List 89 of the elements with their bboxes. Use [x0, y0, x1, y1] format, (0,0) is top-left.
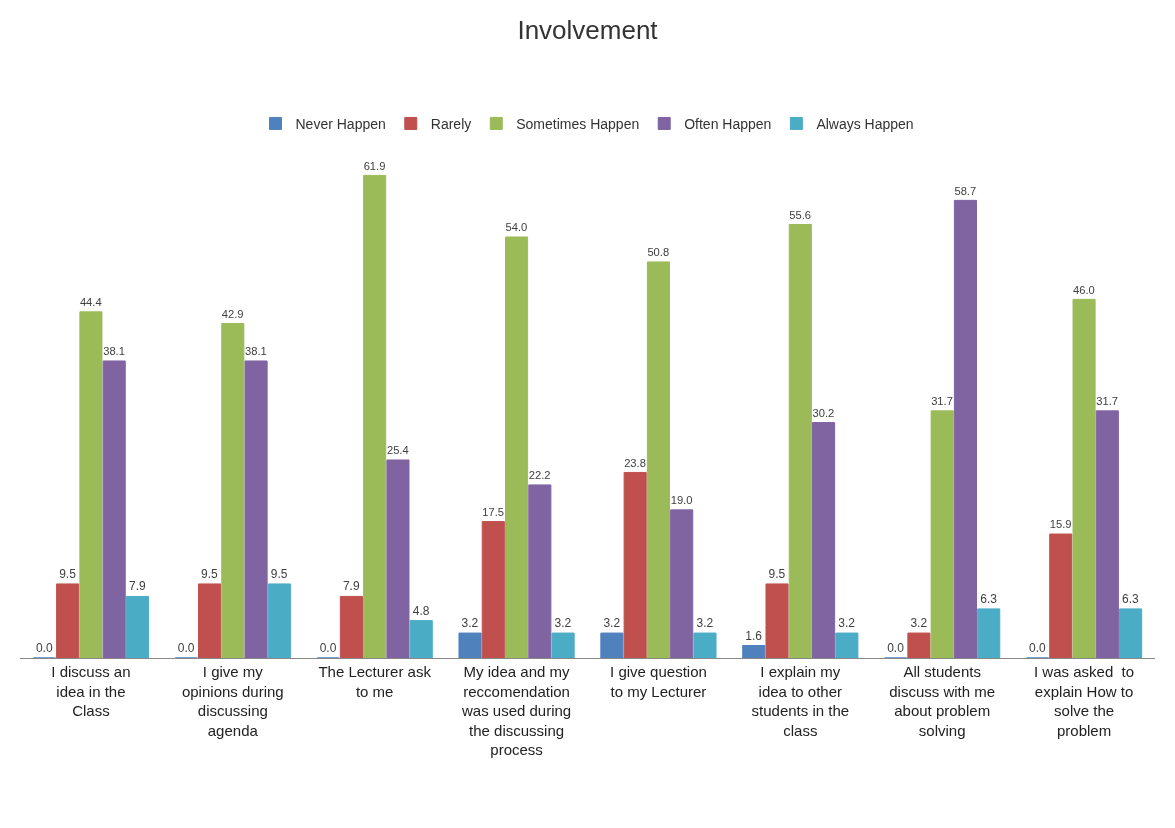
bar	[79, 311, 103, 658]
data-label: 42.9	[221, 307, 244, 320]
bar	[623, 471, 647, 658]
legend-label: Never Happen	[295, 115, 386, 132]
x-tick-label: I discuss an idea in the Class	[51, 663, 131, 719]
bar	[812, 422, 836, 658]
data-label: 50.8	[647, 246, 670, 259]
data-label: 15.9	[1049, 518, 1072, 531]
bar	[125, 595, 150, 658]
data-label: 3.2	[603, 616, 621, 631]
bar	[458, 632, 482, 658]
data-label: 54.0	[505, 221, 528, 234]
data-label: 3.2	[554, 616, 572, 631]
data-label: 61.9	[363, 159, 386, 172]
data-label: 0.0	[35, 641, 53, 655]
bar	[363, 174, 387, 658]
x-tick-label: All students discuss with me about problem solving	[889, 663, 996, 739]
bar	[1095, 410, 1119, 658]
bar	[197, 583, 222, 658]
data-label: 1.6	[745, 628, 763, 643]
data-label: 31.7	[1096, 395, 1119, 408]
bar	[930, 410, 954, 658]
bar	[409, 620, 433, 658]
legend-label: Often Happen	[684, 115, 772, 132]
data-label: 6.3	[980, 591, 998, 606]
x-tick-label: I give question to my Lecturer	[610, 663, 707, 700]
legend-label: Rarely	[430, 115, 472, 132]
data-label: 4.8	[412, 603, 430, 618]
data-label: 46.0	[1073, 283, 1095, 296]
bar	[835, 632, 859, 658]
data-label: 3.2	[838, 616, 856, 631]
data-label: 38.1	[103, 345, 125, 358]
data-label: 3.2	[461, 616, 479, 631]
bar	[788, 224, 812, 658]
bar	[646, 261, 670, 658]
data-label: 58.7	[954, 184, 977, 197]
data-label: 6.3	[1122, 591, 1140, 606]
data-label: 17.5	[482, 505, 505, 518]
bar	[977, 608, 1001, 658]
bar	[386, 459, 410, 658]
data-label: 19.0	[670, 494, 693, 507]
x-tick-label: I give my opinions during discussing agenda	[181, 663, 284, 739]
data-label: 55.6	[789, 208, 812, 221]
data-label: 0.0	[887, 641, 905, 655]
bar	[244, 360, 268, 658]
bar	[1049, 533, 1073, 658]
bar	[102, 360, 126, 658]
data-label: 7.9	[342, 579, 360, 594]
data-label: 44.4	[79, 296, 102, 309]
data-label: 31.7	[931, 395, 953, 408]
data-label: 7.9	[128, 579, 146, 594]
x-tick-label: The Lecturer ask to me	[318, 663, 432, 700]
data-label: 9.5	[270, 566, 288, 581]
bar	[907, 632, 931, 658]
bar	[528, 484, 552, 658]
bar	[765, 583, 789, 658]
legend-label: Sometimes Happen	[516, 115, 640, 132]
bar	[481, 521, 505, 658]
bar	[742, 645, 766, 658]
chart-title: Involvement	[517, 14, 659, 45]
data-label: 0.0	[319, 641, 337, 655]
bar	[339, 595, 363, 658]
bar	[56, 583, 80, 658]
x-tick-label: My idea and my reccomendation was used during the discussing process	[460, 663, 572, 758]
bar	[600, 632, 624, 658]
bar	[551, 632, 575, 658]
data-label: 22.2	[528, 469, 551, 482]
bar	[693, 632, 717, 658]
data-label: 23.8	[624, 456, 646, 469]
data-label: 30.2	[812, 406, 835, 419]
bar	[221, 323, 245, 658]
legend-label: Always Happen	[816, 115, 914, 132]
data-label: 3.2	[696, 616, 714, 631]
bar	[267, 583, 291, 658]
data-label: 9.5	[59, 566, 77, 581]
data-label: 9.5	[201, 566, 219, 581]
bar	[1119, 608, 1143, 658]
bar	[505, 236, 529, 658]
data-label: 0.0	[1029, 641, 1047, 655]
bar	[1072, 298, 1096, 658]
bar	[953, 199, 978, 658]
bar	[670, 509, 694, 658]
x-tick-label: I was asked to explain How to solve the problem	[1034, 663, 1135, 739]
data-label: 9.5	[768, 566, 786, 581]
x-tick-label: I explain my idea to other students in the class	[751, 663, 850, 739]
data-label: 0.0	[177, 641, 195, 655]
data-label: 38.1	[245, 345, 267, 358]
data-label: 3.2	[910, 616, 928, 631]
data-label: 25.4	[386, 444, 409, 457]
